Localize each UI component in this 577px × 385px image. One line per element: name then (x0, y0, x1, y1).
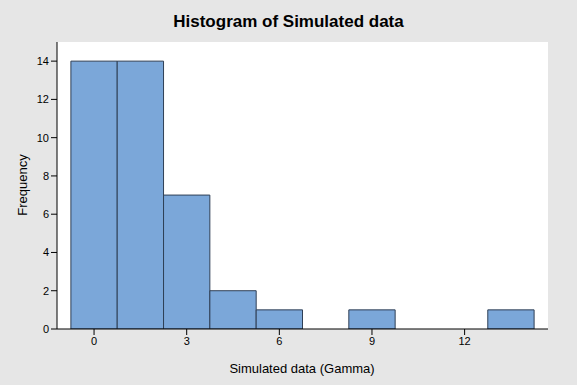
svg-text:12: 12 (458, 335, 470, 347)
svg-text:14: 14 (37, 55, 49, 67)
svg-text:6: 6 (43, 208, 49, 220)
svg-text:2: 2 (43, 285, 49, 297)
svg-text:0: 0 (43, 323, 49, 335)
svg-text:8: 8 (43, 170, 49, 182)
svg-text:12: 12 (37, 93, 49, 105)
svg-text:10: 10 (37, 132, 49, 144)
html-text:Frequency: Frequency (14, 154, 30, 216)
svg-text:6: 6 (276, 335, 282, 347)
svg-text:3: 3 (184, 335, 190, 347)
html-text:Histogram of Simulated data: Histogram of Simulated data (173, 12, 404, 31)
svg-text:0: 0 (91, 335, 97, 347)
svg-text:4: 4 (43, 246, 49, 258)
svg-text:9: 9 (369, 335, 375, 347)
html-text:Simulated data (Gamma): Simulated data (Gamma) (229, 360, 375, 376)
